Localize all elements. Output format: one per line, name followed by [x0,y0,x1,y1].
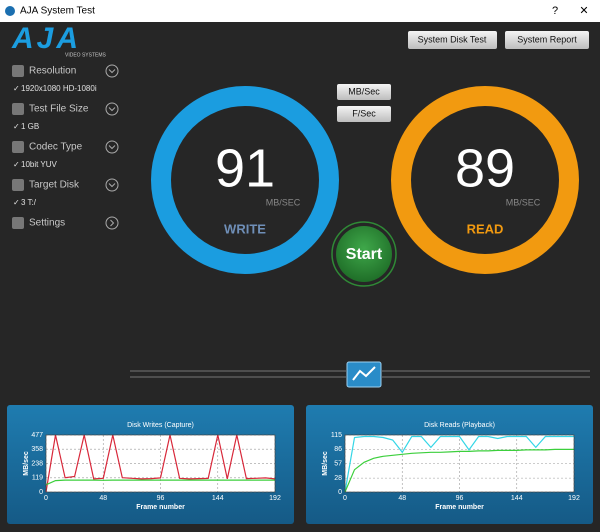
y-tick-label: 28 [334,475,342,482]
x-tick-label: 0 [44,495,48,502]
x-tick-label: 144 [212,495,224,502]
x-tick-label: 96 [157,495,165,502]
y-axis-label: MB/sec [23,451,30,476]
meter-ring [391,86,579,274]
item-icon [12,103,24,115]
chart-title: Disk Writes (Capture) [127,422,194,429]
meter-unit: MB/SEC [506,197,541,207]
meter-value: 89 [455,138,515,198]
chevron [108,107,116,112]
data-line [45,479,275,486]
item-value: 1920x1080 HD-1080i [21,84,97,93]
meter-label: WRITE [224,221,266,236]
item-value: 3 T:/ [21,198,37,207]
y-tick-label: 0 [338,489,342,496]
check: ✓ [13,160,20,169]
start-ring [331,221,397,287]
chevron [108,69,116,74]
meter-ring [151,86,339,274]
check: ✓ [13,198,20,207]
button-label: MB/Sec [348,86,380,96]
item-label: Test File Size [29,104,89,115]
expand-button[interactable] [105,216,119,230]
x-tick-label: 192 [568,495,580,502]
data-line [344,435,574,493]
graph-icon [352,366,376,381]
close-button[interactable]: ✕ [579,5,588,17]
item-label: Codec Type [29,142,83,153]
item-label: Resolution [29,66,76,77]
item-value: 10bit YUV [21,160,58,169]
button-label: System Report [517,34,577,44]
x-tick-label: 48 [99,495,107,502]
expand-button[interactable] [105,140,119,154]
item-icon [12,65,24,77]
report-button[interactable] [505,31,589,49]
y-tick-label: 115 [331,432,342,439]
y-tick-label: 0 [39,489,43,496]
plot-border [45,434,276,493]
item-icon [12,217,24,229]
expand-button[interactable] [105,102,119,116]
charts: Disk Writes (Capture) MB/sec Frame number 0… [23,422,580,511]
x-tick-label: 144 [511,495,523,502]
item-value: 1 GB [21,122,39,131]
y-tick-label: 358 [31,446,43,453]
x-tick-label: 48 [398,495,406,502]
window-title: AJA System Test [20,6,95,17]
item-icon [12,141,24,153]
x-tick-label: 96 [456,495,464,502]
check: ✓ [13,84,20,93]
y-tick-label: 477 [31,432,43,439]
y-tick-label: 238 [31,460,43,467]
meter-value: 91 [215,138,275,198]
disk-test-button[interactable] [408,31,497,49]
x-axis-label: Frame number [136,504,185,511]
x-axis-label: Frame number [435,504,484,511]
expand-button[interactable] [105,64,119,78]
data-line [344,448,574,493]
button-label: System Disk Test [418,34,487,44]
y-tick-label: 57 [334,461,342,468]
plot-border [344,434,575,493]
y-axis-label: MB/sec [322,451,329,476]
logo-brand: AJA [11,22,81,55]
mbsec-button[interactable] [337,84,391,100]
expand-button[interactable] [105,178,119,192]
item-icon [12,179,24,191]
help-button[interactable]: ? [552,5,558,17]
x-tick-label: 0 [343,495,347,502]
start-label: Start [346,246,383,263]
meter-label: READ [467,221,504,236]
y-tick-label: 86 [334,446,342,453]
chart-title: Disk Reads (Playback) [424,422,495,429]
check: ✓ [13,122,20,131]
logo-tagline: VIDEO SYSTEMS [65,52,107,58]
chevron [108,183,116,188]
y-tick-label: 119 [32,475,43,482]
app-icon [5,6,15,16]
chevron [110,219,115,227]
start-button[interactable] [336,226,392,282]
chevron [108,145,116,150]
item-label: Target Disk [29,180,80,191]
x-tick-label: 192 [269,495,281,502]
item-label: Settings [29,218,65,229]
meter-unit: MB/SEC [266,197,301,207]
fsec-button[interactable] [337,106,391,122]
title-bar [0,0,600,22]
button-label: F/Sec [352,108,376,118]
